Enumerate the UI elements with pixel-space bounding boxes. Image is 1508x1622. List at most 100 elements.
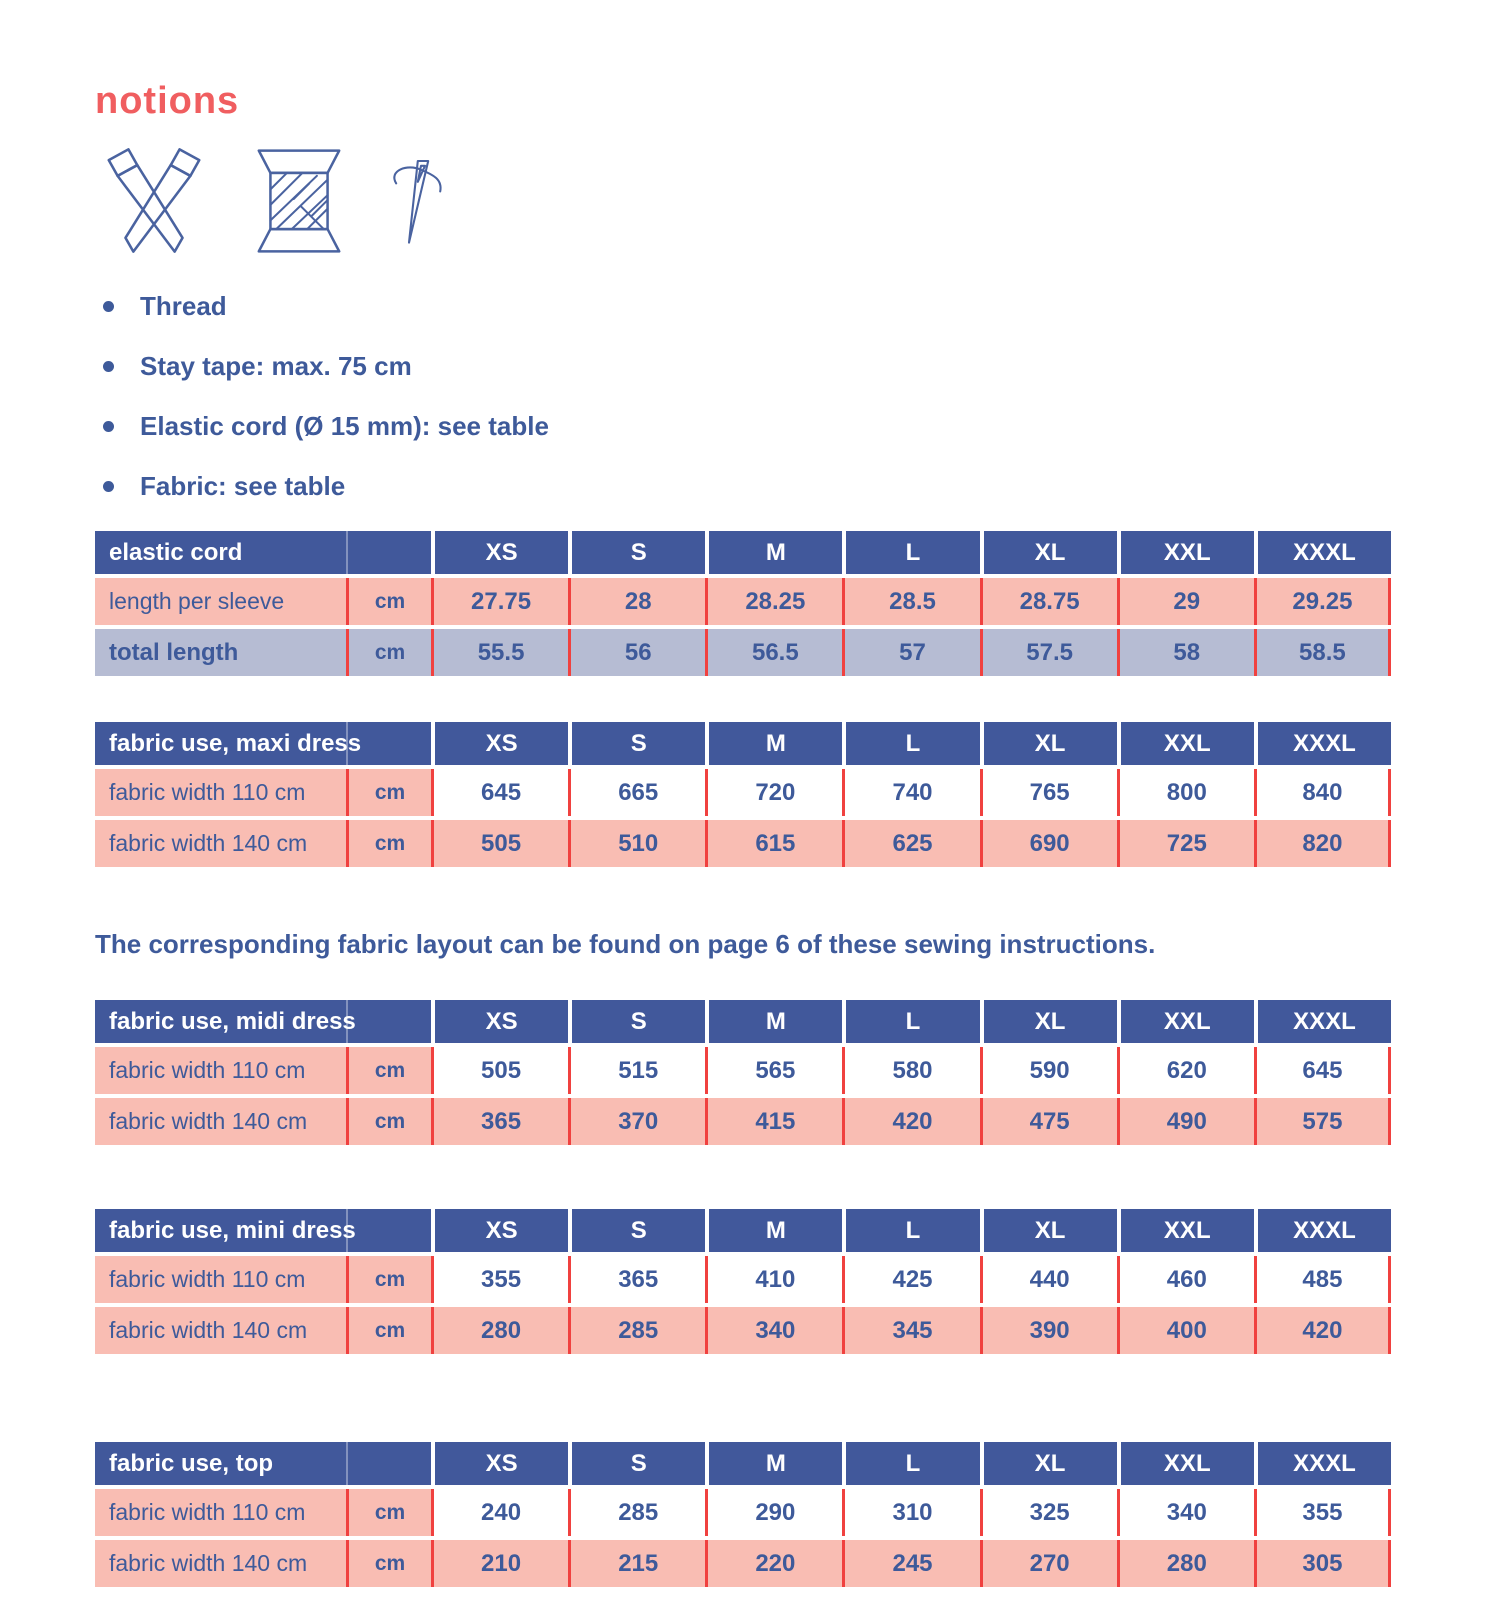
value-cell: 490 [1116,1098,1254,1145]
size-header-cell: S [568,1442,706,1485]
value-cell: 620 [1116,1047,1254,1094]
size-header-cell: XXXL [1253,1209,1391,1252]
notions-icons [95,143,1391,257]
value-cell: 28.25 [705,578,843,625]
list-item-label: Stay tape: max. 75 cm [140,351,412,381]
list-item-label: Elastic cord (Ø 15 mm): see table [140,411,549,441]
table-row: fabric width 110 cm cm 645 665 720 740 765 800 8… [95,769,1391,816]
value-cell: 645 [431,769,569,816]
size-header-cell: S [568,722,706,765]
table-row: fabric width 110 cm cm 240 285 290 310 325 340 3… [95,1489,1391,1536]
value-cell: 390 [979,1307,1117,1354]
bullet-dot [103,421,114,432]
table-fabric-maxi-dress: fabric use, maxi dress XS S M L XL XXL XXXL fabr… [95,722,1391,867]
size-header-cell: L [842,531,980,574]
size-header-cell: S [568,1209,706,1252]
list-item: Stay tape: max. 75 cm [103,351,1391,382]
value-cell: 820 [1253,820,1391,867]
size-header-cell: L [842,1000,980,1043]
table-header-row: fabric use, maxi dress XS S M L XL XXL XXXL [95,722,1391,765]
value-cell: 420 [1253,1307,1391,1354]
value-cell: 210 [431,1540,569,1587]
list-item-label: Fabric: see table [140,471,346,501]
notions-list: Thread Stay tape: max. 75 cm Elastic cord … [95,291,1391,502]
needle-icon [393,159,442,244]
row-label: fabric width 140 cm [95,1307,346,1354]
value-cell: 625 [842,820,980,867]
row-label: fabric width 110 cm [95,769,346,816]
row-unit: cm [346,1047,431,1094]
row-label: length per sleeve [95,578,346,625]
table-title: fabric use, midi dress [95,1000,431,1043]
table-fabric-midi-dress: fabric use, midi dress XS S M L XL XXL XXXL fabr… [95,1000,1391,1145]
value-cell: 240 [431,1489,569,1536]
page-title: notions [95,80,240,122]
value-cell: 58.5 [1253,629,1391,676]
row-label: fabric width 110 cm [95,1256,346,1303]
value-cell: 740 [842,769,980,816]
value-cell: 220 [705,1540,843,1587]
table-row: total length cm 55.5 56 56.5 57 57.5 58 58.5 [95,629,1391,676]
table-title: fabric use, maxi dress [95,722,431,765]
value-cell: 58 [1116,629,1254,676]
size-header-cell: XS [431,722,569,765]
value-cell: 280 [1116,1540,1254,1587]
value-cell: 340 [1116,1489,1254,1536]
table-row: fabric width 140 cm cm 365 370 415 420 475 490 5… [95,1098,1391,1145]
value-cell: 28.75 [979,578,1117,625]
content: notions [95,80,1391,1587]
row-unit: cm [346,1098,431,1145]
bullet-dot [103,361,114,372]
row-unit: cm [346,820,431,867]
size-header-cell: XS [431,531,569,574]
size-header-cell: XXXL [1253,722,1391,765]
list-item: Fabric: see table [103,471,1391,502]
size-header-cell: XXL [1116,722,1254,765]
value-cell: 485 [1253,1256,1391,1303]
value-cell: 515 [568,1047,706,1094]
size-header-cell: M [705,1000,843,1043]
size-header-cell: S [568,1000,706,1043]
value-cell: 575 [1253,1098,1391,1145]
size-header-cell: M [705,1209,843,1252]
size-header-cell: XXL [1116,1442,1254,1485]
table-row: length per sleeve cm 27.75 28 28.25 28.5 28.75… [95,578,1391,625]
value-cell: 420 [842,1098,980,1145]
value-cell: 440 [979,1256,1117,1303]
table-row: fabric width 140 cm cm 280 285 340 345 390 400 4… [95,1307,1391,1354]
table-row: fabric width 110 cm cm 505 515 565 580 590 620 6… [95,1047,1391,1094]
table-row: fabric width 110 cm cm 355 365 410 425 440 460 4… [95,1256,1391,1303]
list-item-label: Thread [140,291,227,321]
value-cell: 725 [1116,820,1254,867]
table-header-row: fabric use, top XS S M L XL XXL XXXL [95,1442,1391,1485]
row-label: fabric width 110 cm [95,1489,346,1536]
value-cell: 400 [1116,1307,1254,1354]
row-label: fabric width 140 cm [95,1540,346,1587]
list-item: Elastic cord (Ø 15 mm): see table [103,411,1391,442]
row-label: fabric width 140 cm [95,820,346,867]
list-item: Thread [103,291,1391,322]
value-cell: 310 [842,1489,980,1536]
size-header-cell: S [568,531,706,574]
value-cell: 345 [842,1307,980,1354]
value-cell: 28 [568,578,706,625]
value-cell: 285 [568,1307,706,1354]
value-cell: 27.75 [431,578,569,625]
bullet-dot [103,301,114,312]
value-cell: 57 [842,629,980,676]
row-unit: cm [346,629,431,676]
size-header-cell: XXXL [1253,1442,1391,1485]
value-cell: 840 [1253,769,1391,816]
value-cell: 460 [1116,1256,1254,1303]
table-row: fabric width 140 cm cm 505 510 615 625 690 725 8… [95,820,1391,867]
value-cell: 56.5 [705,629,843,676]
value-cell: 690 [979,820,1117,867]
value-cell: 270 [979,1540,1117,1587]
value-cell: 57.5 [979,629,1117,676]
row-label: fabric width 110 cm [95,1047,346,1094]
table-fabric-mini-dress: fabric use, mini dress XS S M L XL XXL XXXL fabr… [95,1209,1391,1354]
row-label: total length [95,629,346,676]
size-header-cell: XS [431,1442,569,1485]
row-unit: cm [346,1489,431,1536]
